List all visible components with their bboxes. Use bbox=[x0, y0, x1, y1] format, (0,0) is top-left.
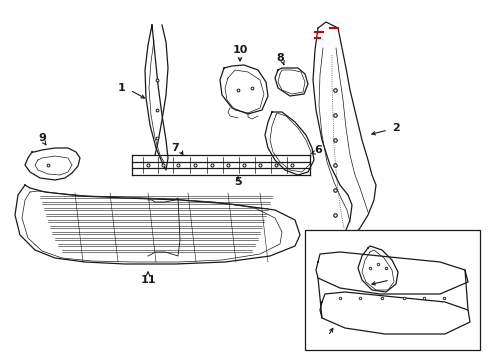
Text: 11: 11 bbox=[140, 275, 156, 285]
Text: 8: 8 bbox=[276, 53, 284, 63]
Text: 7: 7 bbox=[171, 143, 179, 153]
Text: 2: 2 bbox=[391, 123, 399, 133]
Text: 10: 10 bbox=[232, 45, 247, 55]
Text: 6: 6 bbox=[313, 145, 321, 155]
Text: 1: 1 bbox=[118, 83, 125, 93]
Text: 5: 5 bbox=[234, 177, 242, 187]
Text: 3: 3 bbox=[393, 273, 401, 283]
Bar bbox=[305, 230, 479, 350]
Text: 9: 9 bbox=[38, 133, 46, 143]
Text: 4: 4 bbox=[315, 333, 323, 343]
